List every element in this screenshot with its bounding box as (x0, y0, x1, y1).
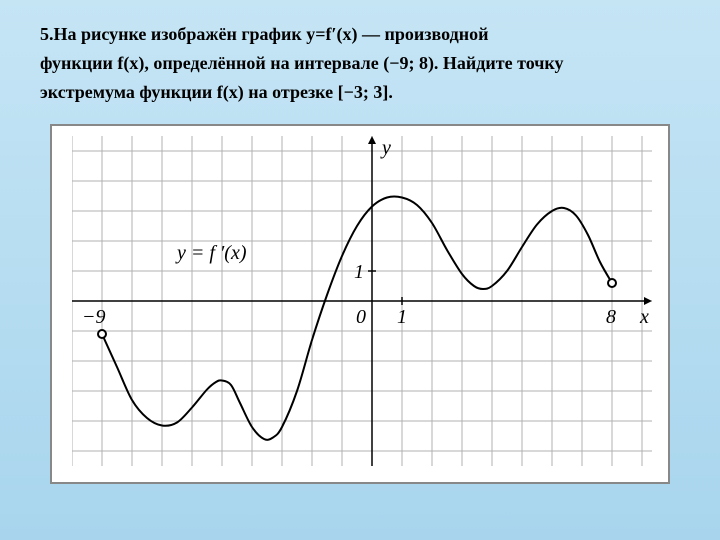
open-endpoint (608, 279, 616, 287)
x-axis-label: x (639, 306, 649, 328)
open-endpoint (98, 330, 106, 338)
y-axis-label: y (380, 137, 391, 159)
function-label: y = f ′(x) (175, 242, 247, 264)
y-tick-label: 1 (354, 261, 364, 283)
x-right-label: 8 (606, 306, 616, 328)
problem-line-2: функции f(x), определённой на интервале … (40, 49, 680, 78)
problem-statement: 5.На рисунке изображён график y=f′(x) — … (40, 20, 680, 106)
x-tick-label: 1 (397, 306, 407, 328)
x-left-label: −9 (82, 306, 106, 328)
origin-label: 0 (356, 306, 366, 328)
axes (72, 136, 652, 466)
derivative-chart: y x 0 1 1 −9 8 y = f ′(x) (72, 136, 652, 466)
chart-frame: y x 0 1 1 −9 8 y = f ′(x) (50, 124, 670, 484)
problem-line-3: экстремума функции f(x) на отрезке [−3; … (40, 78, 680, 107)
problem-line-1: 5.На рисунке изображён график y=f′(x) — … (40, 20, 680, 49)
